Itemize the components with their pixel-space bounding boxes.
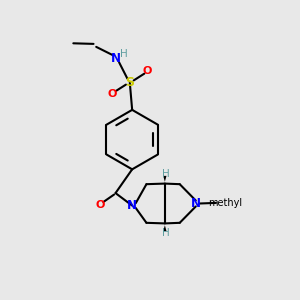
Text: H: H	[162, 228, 169, 238]
Text: S: S	[125, 76, 134, 89]
Polygon shape	[163, 225, 167, 231]
Text: H: H	[162, 169, 169, 179]
Text: N: N	[111, 52, 121, 65]
Text: methyl: methyl	[208, 198, 242, 208]
Polygon shape	[163, 176, 167, 182]
Text: O: O	[108, 88, 117, 98]
Text: O: O	[95, 200, 104, 210]
Text: N: N	[191, 197, 201, 210]
Text: H: H	[120, 49, 128, 59]
Text: N: N	[127, 199, 137, 212]
Text: O: O	[143, 66, 152, 76]
